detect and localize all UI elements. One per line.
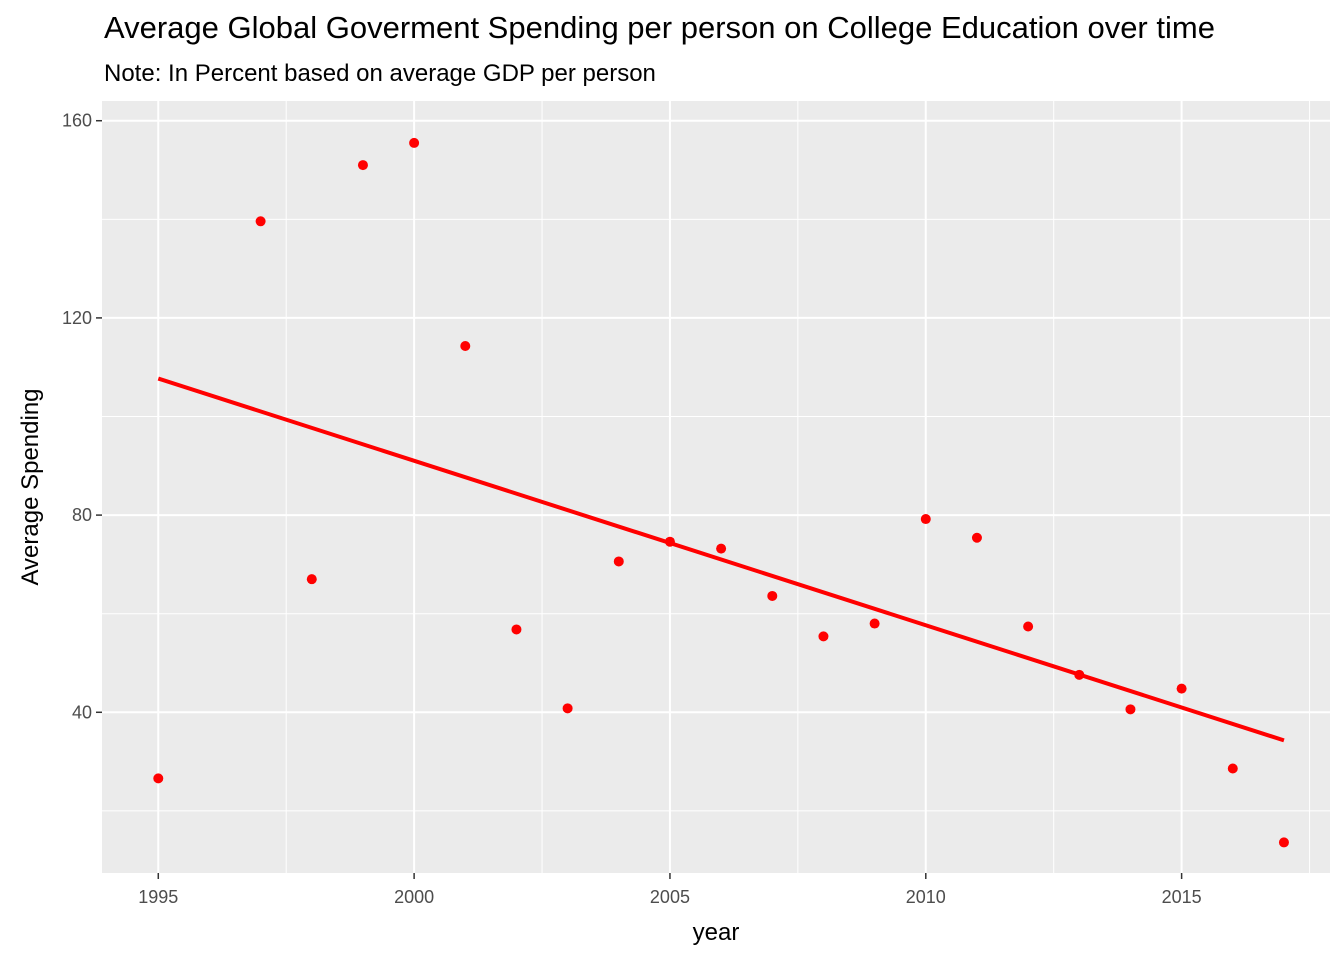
- data-point: [613, 556, 624, 567]
- data-point: [869, 618, 880, 629]
- data-point: [1125, 704, 1136, 715]
- chart-subtitle: Note: In Percent based on average GDP pe…: [104, 60, 656, 87]
- data-point: [971, 532, 982, 543]
- trend-line-group: [157, 376, 1285, 743]
- data-point: [409, 137, 420, 148]
- data-point: [1278, 837, 1289, 848]
- data-point: [1074, 669, 1085, 680]
- plot-panel: [102, 101, 1330, 873]
- axis-ticks: [96, 119, 1183, 879]
- major-gridlines: [102, 101, 1330, 873]
- data-point: [1227, 763, 1238, 774]
- data-point: [1023, 621, 1034, 632]
- chart-title: Average Global Goverment Spending per pe…: [104, 10, 1215, 45]
- trend-line: [157, 376, 1285, 743]
- y-tick-label: 160: [62, 111, 92, 131]
- x-tick-label: 1995: [138, 887, 178, 907]
- data-point: [818, 631, 829, 642]
- data-point: [562, 703, 573, 714]
- y-tick-labels: 40 80 120 160: [62, 111, 92, 723]
- data-point: [767, 590, 778, 601]
- minor-gridlines: [102, 101, 1330, 873]
- data-point: [1176, 683, 1187, 694]
- data-point: [306, 574, 317, 585]
- data-points: [153, 137, 1289, 848]
- data-point: [920, 514, 931, 525]
- y-axis-title: Average Spending: [17, 388, 44, 585]
- x-tick-label: 2005: [650, 887, 690, 907]
- data-point: [255, 216, 266, 227]
- x-tick-label: 2010: [906, 887, 946, 907]
- data-point: [716, 543, 727, 554]
- x-tick-label: 2015: [1162, 887, 1202, 907]
- data-point: [153, 773, 164, 784]
- x-tick-labels: 1995 2000 2005 2010 2015: [138, 887, 1201, 907]
- data-point: [357, 160, 368, 171]
- y-tick-label: 80: [72, 505, 92, 525]
- data-point: [460, 341, 471, 352]
- y-tick-label: 40: [72, 702, 92, 722]
- x-axis-title: year: [693, 919, 740, 946]
- x-tick-label: 2000: [394, 887, 434, 907]
- data-point: [664, 536, 675, 547]
- y-tick-label: 120: [62, 308, 92, 328]
- data-point: [511, 624, 522, 635]
